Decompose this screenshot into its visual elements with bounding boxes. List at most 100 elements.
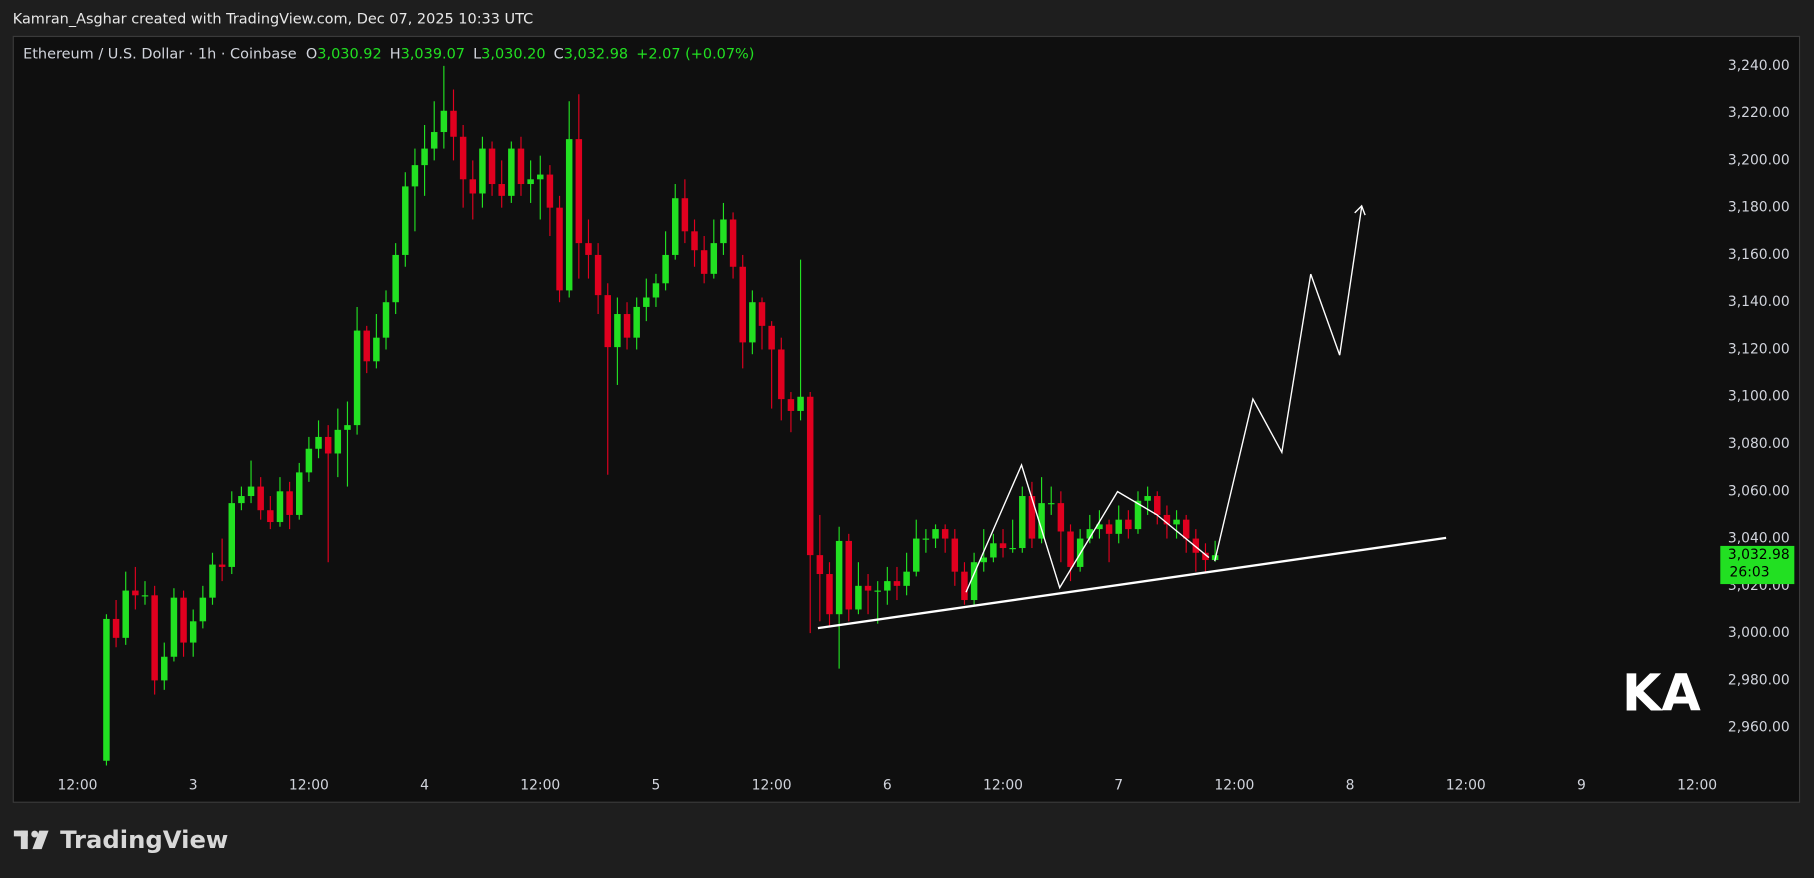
y-tick-label: 3,240.00 bbox=[1728, 58, 1790, 74]
candle-body bbox=[556, 207, 563, 291]
candle-body bbox=[324, 436, 332, 454]
candle-body bbox=[729, 219, 737, 267]
candle-body bbox=[700, 250, 708, 274]
candle-body bbox=[585, 243, 592, 255]
candle-body bbox=[739, 266, 746, 343]
candle-body bbox=[768, 325, 775, 350]
candle-body bbox=[749, 302, 756, 343]
candle-body bbox=[806, 396, 814, 556]
candle-body bbox=[1019, 496, 1026, 549]
candle-body bbox=[546, 174, 554, 208]
legend-symbol: Ethereum / U.S. Dollar · 1h · Coinbase bbox=[23, 46, 297, 62]
candle-body bbox=[151, 595, 158, 681]
candle-body bbox=[392, 254, 399, 303]
candle-body bbox=[614, 314, 621, 348]
logo-slash bbox=[32, 830, 49, 850]
candle-body bbox=[1057, 503, 1065, 532]
x-tick-label: 8 bbox=[1346, 777, 1355, 793]
candle-body bbox=[913, 538, 920, 572]
legend-label: C bbox=[554, 46, 564, 62]
candle-body bbox=[527, 179, 534, 185]
x-tick-label: 12:00 bbox=[983, 777, 1023, 793]
candle-body bbox=[893, 581, 901, 586]
candle-body bbox=[247, 486, 255, 497]
candle-body bbox=[411, 165, 419, 187]
candle-body bbox=[161, 656, 168, 681]
footer-logo: TradingView bbox=[13, 825, 228, 854]
candle-body bbox=[864, 585, 872, 591]
candle-body bbox=[257, 486, 264, 511]
candle-body bbox=[855, 585, 862, 610]
candle-body bbox=[941, 529, 949, 539]
y-tick-label: 3,160.00 bbox=[1728, 247, 1790, 263]
candle-body bbox=[498, 184, 505, 196]
candle-body bbox=[691, 231, 698, 251]
candle-body bbox=[594, 254, 602, 296]
candle-body bbox=[488, 148, 496, 185]
pattern-line bbox=[965, 463, 1210, 593]
candle-body bbox=[508, 148, 515, 196]
countdown: 26:03 bbox=[1730, 565, 1770, 581]
candle-body bbox=[758, 302, 766, 326]
y-tick-label: 3,000.00 bbox=[1728, 625, 1790, 641]
candle-body bbox=[537, 174, 544, 180]
candle-body bbox=[845, 540, 853, 610]
x-tick-label: 3 bbox=[189, 777, 198, 793]
candle-body bbox=[1144, 496, 1151, 501]
credit: Kamran_Asghar created with TradingView.c… bbox=[13, 12, 533, 28]
y-tick-label: 3,040.00 bbox=[1728, 531, 1790, 547]
candle-body bbox=[103, 618, 110, 761]
candles bbox=[103, 65, 1219, 766]
candle-body bbox=[565, 139, 573, 291]
legend-label: H bbox=[390, 46, 401, 62]
candle-body bbox=[199, 597, 207, 622]
candle-body bbox=[575, 139, 583, 244]
candle-body bbox=[1047, 503, 1055, 505]
candle-body bbox=[874, 590, 881, 592]
y-tick-label: 3,080.00 bbox=[1728, 436, 1790, 452]
x-tick-label: 12:00 bbox=[58, 777, 98, 793]
candle-body bbox=[1173, 519, 1180, 525]
candle-body bbox=[951, 538, 959, 572]
legend-value: 3,032.98 bbox=[564, 46, 628, 62]
candle-body bbox=[643, 297, 650, 307]
candle-body bbox=[623, 314, 631, 338]
candle-body bbox=[382, 302, 390, 338]
candle-body bbox=[122, 590, 129, 638]
candle-body bbox=[238, 496, 245, 504]
candle-body bbox=[267, 510, 274, 523]
candle-body bbox=[517, 148, 525, 185]
candle-body bbox=[1134, 500, 1142, 530]
logo-dot bbox=[31, 830, 39, 838]
candle-body bbox=[286, 491, 293, 515]
legend-label: L bbox=[473, 46, 481, 62]
y-tick-label: 3,140.00 bbox=[1728, 294, 1790, 310]
candle-body bbox=[430, 132, 438, 149]
candle-body bbox=[479, 148, 486, 194]
candle-body bbox=[961, 571, 968, 601]
x-tick-label: 5 bbox=[652, 777, 661, 793]
candle-body bbox=[276, 491, 284, 523]
candle-body bbox=[835, 540, 843, 615]
trendline bbox=[817, 536, 1447, 630]
candle-body bbox=[305, 448, 313, 473]
legend: Ethereum / U.S. Dollar · 1h · Coinbase O… bbox=[23, 46, 754, 62]
candle-body bbox=[787, 399, 795, 411]
logo-stem bbox=[20, 830, 28, 850]
candle-body bbox=[990, 543, 997, 558]
candle-body bbox=[999, 543, 1007, 549]
last-price-label: 3,032.98 bbox=[1728, 547, 1790, 563]
candle-body bbox=[209, 564, 216, 598]
legend-label: O bbox=[306, 46, 317, 62]
y-tick-label: 3,060.00 bbox=[1728, 483, 1790, 499]
candle-body bbox=[170, 597, 178, 657]
candle-body bbox=[334, 429, 342, 454]
y-tick-label: 3,200.00 bbox=[1728, 152, 1790, 168]
candle-body bbox=[922, 538, 930, 540]
candle-body bbox=[778, 349, 785, 400]
legend-change: +2.07 (+0.07%) bbox=[636, 46, 754, 62]
candle-body bbox=[1009, 548, 1016, 550]
candle-body bbox=[932, 529, 939, 539]
